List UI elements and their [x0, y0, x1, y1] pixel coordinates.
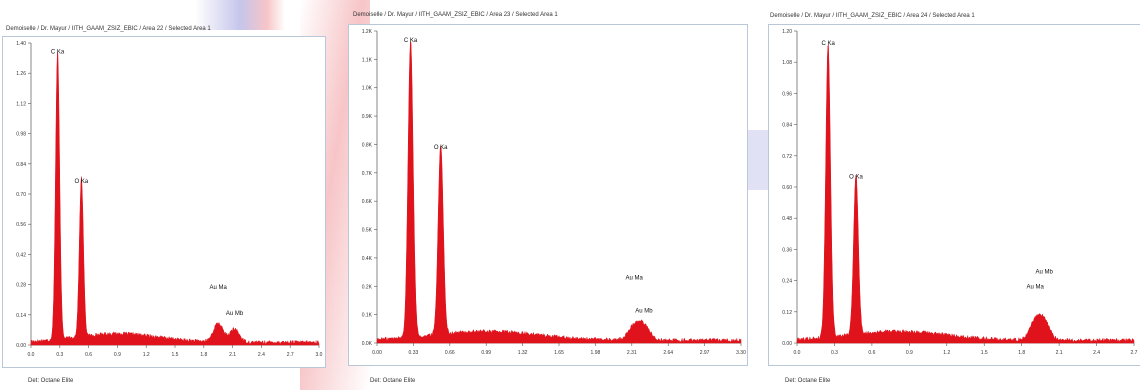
y-tick-label: 0.24: [782, 279, 792, 285]
x-tick-label: 1.5: [981, 350, 988, 356]
x-tick-label: 0.33: [409, 350, 419, 356]
y-tick-label: 1.1K: [362, 57, 373, 63]
y-tick-label: 1.40: [16, 41, 26, 47]
x-tick-label: 2.97: [700, 350, 710, 356]
x-tick-label: 2.4: [258, 352, 265, 358]
detector-label: Det: Octane Elite: [28, 378, 74, 384]
y-tick-label: 0.8K: [362, 142, 373, 148]
spectrum-chart: 0.00 0.12 0.24 0.36 0.48 0.60 0.72 0.84 0.96 1.08…: [782, 29, 1138, 356]
y-tick-label: 0.98: [16, 132, 26, 138]
peak-label: C Ka: [51, 49, 65, 55]
y-tick-label: 0.60: [782, 185, 792, 191]
y-tick-label: 0.36: [782, 247, 792, 253]
y-tick-label: 0.00: [782, 341, 792, 347]
y-tick-label: 0.14: [16, 313, 26, 319]
x-tick-label: 0.6: [85, 352, 92, 358]
peak-label: O Ka: [75, 179, 89, 185]
spectrum-chart: 0.00 0.14 0.28 0.42 0.56 0.70 0.84 0.98 1.12 1.26…: [16, 41, 323, 358]
panel-title: Demoiselle / Dr. Mayur / IITH_GAAM_ZSIZ_…: [6, 26, 211, 32]
x-tick-label: 2.4: [1093, 350, 1100, 356]
y-tick-label: 1.26: [16, 71, 26, 77]
y-tick-label: 0.9K: [362, 114, 373, 120]
peak-label: Au Ma: [1026, 284, 1044, 290]
x-tick-label: 2.7: [287, 352, 294, 358]
panel-title: Demoiselle / Dr. Mayur / IITH_GAAM_ZSIZ_…: [770, 13, 975, 19]
x-tick-label: 2.64: [663, 350, 673, 356]
detector-label: Det: Octane Elite: [785, 378, 831, 384]
spectrum-chart: 0.0K 0.1K 0.2K 0.4K 0.5K 0.6K 0.7K 0.8K 0.9K 1.0K…: [362, 29, 746, 356]
x-tick-label: 1.8: [1018, 350, 1025, 356]
y-tick-label: 1.08: [782, 60, 792, 66]
x-tick-label: 1.2: [143, 352, 150, 358]
x-tick-label: 0.6: [868, 350, 875, 356]
x-tick-label: 2.1: [229, 352, 236, 358]
x-tick-label: 1.65: [554, 350, 564, 356]
y-tick-label: 0.84: [16, 162, 26, 168]
x-tick-label: 2.31: [627, 350, 637, 356]
spectrum-area: [30, 51, 320, 346]
x-tick-label: 2.7: [1131, 350, 1138, 356]
peak-label: C Ka: [404, 38, 418, 44]
peak-label: Au Mb: [635, 308, 653, 314]
x-tick-label: 0.0: [28, 352, 35, 358]
y-tick-label: 0.70: [16, 192, 26, 198]
x-tick-label: 1.5: [172, 352, 179, 358]
peak-label: Au Mb: [1035, 270, 1053, 276]
y-tick-label: 0.72: [782, 154, 792, 160]
x-tick-label: 0.99: [481, 350, 491, 356]
y-tick-label: 1.20: [782, 29, 792, 35]
peak-label: C Ka: [821, 41, 835, 47]
detector-label: Det: Octane Elite: [370, 378, 416, 384]
y-tick-label: 0.4K: [362, 256, 373, 262]
x-tick-label: 0.9: [114, 352, 121, 358]
y-tick-label: 0.96: [782, 91, 792, 97]
x-tick-label: 0.3: [831, 350, 838, 356]
y-tick-label: 0.84: [782, 123, 792, 129]
y-tick-label: 1.2K: [362, 29, 373, 35]
spectrum-panel-1: Demoiselle / Dr. Mayur / IITH_GAAM_ZSIZ_…: [0, 0, 330, 390]
y-tick-label: 0.7K: [362, 171, 373, 177]
peak-label: Au Mb: [226, 311, 244, 317]
peak-label: O Ka: [434, 145, 448, 151]
x-tick-label: 0.3: [56, 352, 63, 358]
y-tick-label: 0.56: [16, 222, 26, 228]
x-tick-label: 0.66: [445, 350, 455, 356]
y-tick-label: 1.12: [16, 101, 26, 107]
x-tick-label: 3.0: [316, 352, 323, 358]
spectrum-area: [796, 44, 1135, 344]
x-tick-label: 2.1: [1056, 350, 1063, 356]
y-tick-label: 0.6K: [362, 199, 373, 205]
y-tick-label: 1.0K: [362, 86, 373, 92]
peak-label: Au Ma: [210, 285, 228, 291]
peak-label: O Ka: [849, 175, 863, 181]
y-tick-label: 0.28: [16, 283, 26, 289]
y-tick-label: 0.48: [782, 216, 792, 222]
x-tick-label: 1.8: [200, 352, 207, 358]
spectrum-area: [376, 41, 742, 344]
x-tick-label: 1.98: [591, 350, 601, 356]
panel-title: Demoiselle / Dr. Mayur / IITH_GAAM_ZSIZ_…: [353, 12, 558, 18]
x-tick-label: 1.2: [943, 350, 950, 356]
spectrum-panel-2: Demoiselle / Dr. Mayur / IITH_GAAM_ZSIZ_…: [345, 0, 750, 390]
y-tick-label: 0.1K: [362, 313, 373, 319]
x-tick-label: 0.0: [794, 350, 801, 356]
decor-stripe-purple: [195, 0, 285, 30]
y-tick-label: 0.12: [782, 310, 792, 316]
x-tick-label: 0.9: [906, 350, 913, 356]
y-tick-label: 0.2K: [362, 284, 373, 290]
y-tick-label: 0.00: [16, 343, 26, 349]
y-tick-label: 0.0K: [362, 341, 373, 347]
peak-label: Au Ma: [626, 276, 644, 282]
y-tick-label: 0.42: [16, 252, 26, 258]
x-tick-label: 3.30: [736, 350, 746, 356]
y-tick-label: 0.5K: [362, 228, 373, 234]
spectrum-panel-3: Demoiselle / Dr. Mayur / IITH_GAAM_ZSIZ_…: [765, 0, 1140, 390]
x-tick-label: 0.00: [372, 350, 382, 356]
x-tick-label: 1.32: [518, 350, 528, 356]
